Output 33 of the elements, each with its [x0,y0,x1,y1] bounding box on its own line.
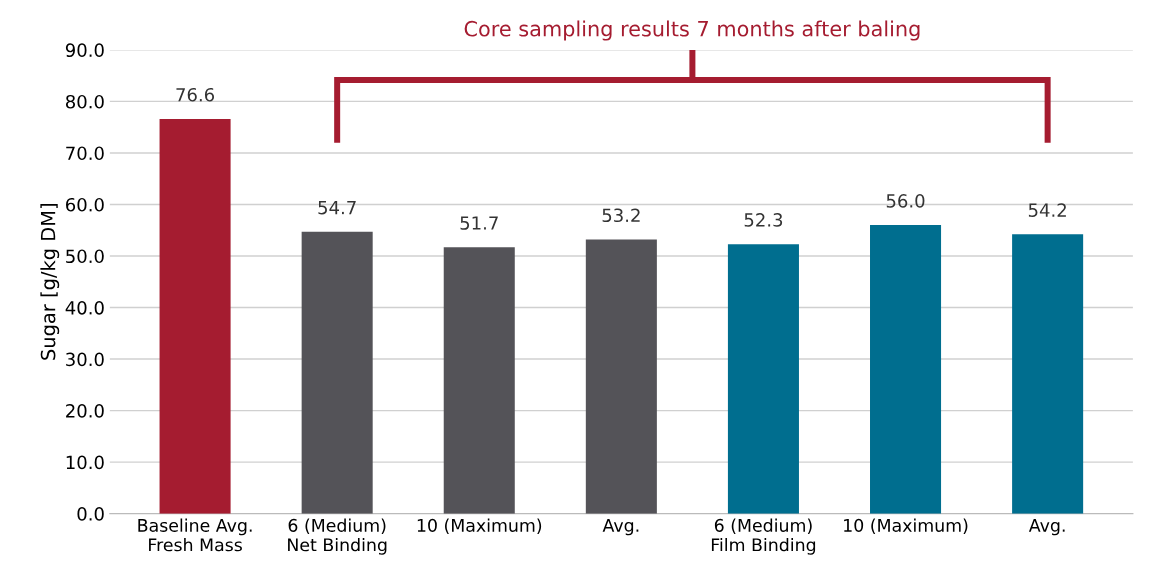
data-label: 53.2 [602,208,640,223]
bar [443,247,515,514]
y-axis-title: Sugar [g/kg DM] [40,204,60,360]
y-tick-label: 0.0 [77,507,104,521]
y-tick-label: 90.0 [65,43,104,58]
bar [870,225,942,514]
bar [1012,234,1084,514]
x-tick-label: 6 (Medium) Film Binding [711,518,816,555]
x-tick-label: 10 (Maximum) [844,518,968,534]
y-tick-label: 60.0 [66,197,104,212]
data-label: 51.7 [460,216,498,230]
data-label: 54.2 [1028,203,1066,217]
y-tick-label: 30.0 [66,352,104,367]
data-label: 76.6 [176,87,215,102]
bar [301,231,373,514]
x-tick-label: 10 (Maximum) [417,518,542,534]
chart-title: Core sampling results 7 months after baling [464,20,920,41]
bar [727,244,799,514]
data-label: 52.3 [744,213,783,227]
x-tick-label: Avg. [1028,519,1065,536]
x-tick-label: 6 (Medium) Net Binding [288,518,387,555]
y-tick-label: 70.0 [66,146,104,161]
y-tick-label: 80.0 [65,94,104,109]
data-label: 54.7 [318,200,356,215]
bar [159,118,231,514]
x-tick-label: Baseline Avg. Fresh Mass [138,518,252,552]
bar [585,239,657,514]
y-tick-label: 10.0 [66,455,104,470]
data-label: 56.0 [886,194,925,208]
x-tick-label: Avg. [602,519,639,536]
y-tick-label: 20.0 [66,404,104,418]
y-tick-label: 50.0 [66,249,104,264]
y-tick-label: 40.0 [65,300,104,315]
